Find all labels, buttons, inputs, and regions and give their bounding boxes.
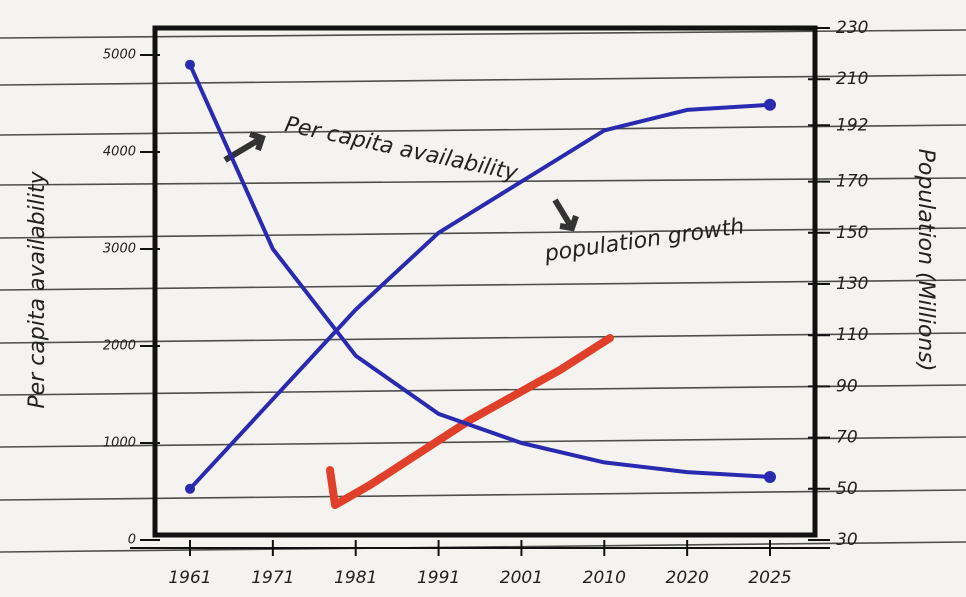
- y2-tick-label: 230: [836, 18, 868, 38]
- y2-tick-label: 110: [836, 325, 868, 345]
- x-tick-label: 1981: [334, 568, 377, 588]
- x-tick-label: 2025: [748, 568, 791, 588]
- y-tick-label: 0: [128, 533, 136, 548]
- y2-tick-label: 150: [836, 223, 868, 243]
- end-dot: [764, 470, 776, 483]
- y-tick-label: 3000: [103, 242, 136, 257]
- y2-tick-label: 210: [836, 69, 868, 89]
- annotation: Per capita availability: [283, 112, 521, 186]
- x-tick-label: 2010: [583, 568, 626, 588]
- x-tick-label: 1991: [417, 568, 460, 588]
- series-line: [188, 102, 771, 491]
- y2-tick-label: 90: [836, 376, 858, 396]
- end-dot: [764, 98, 776, 111]
- y-tick-label: 5000: [103, 48, 136, 63]
- y-axis-label: Per capita availability: [25, 170, 50, 408]
- y2-tick-label: 192: [836, 115, 868, 135]
- y2-tick-label: 50: [836, 479, 858, 499]
- plot-frame: [152, 25, 818, 538]
- x-tick-label: 1961: [168, 568, 211, 588]
- x-tick-label: 1971: [251, 568, 294, 588]
- start-dot: [185, 483, 195, 494]
- y-tick-label: 4000: [103, 145, 136, 160]
- y2-tick-label: 130: [836, 274, 868, 294]
- ruled-paper: [0, 29, 966, 553]
- y-tick-label: 1000: [103, 436, 136, 451]
- y2-tick-label: 170: [836, 172, 868, 192]
- check-mark: [326, 334, 614, 509]
- x-tick-label: 2001: [500, 568, 543, 588]
- arrow: [552, 198, 579, 232]
- y2-tick-label: 30: [836, 530, 858, 550]
- x-tick-label: 2020: [666, 568, 709, 588]
- series-line: [188, 63, 771, 479]
- y2-tick-label: 70: [836, 428, 858, 448]
- y2-axis-label: Population (Millions): [913, 149, 938, 372]
- start-dot: [185, 59, 195, 70]
- y-tick-label: 2000: [103, 339, 136, 354]
